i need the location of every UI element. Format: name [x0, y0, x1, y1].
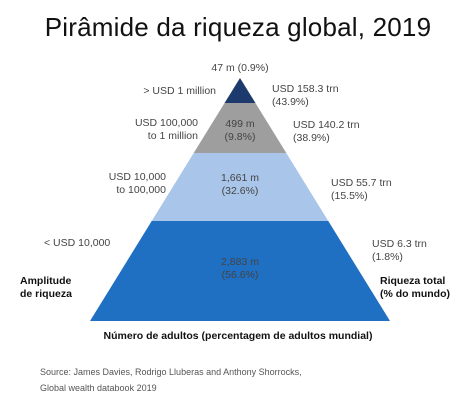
tier-10k-100k-adults: 1,661 m (32.6%)	[221, 172, 259, 197]
tier-100k-1m-adults: 499 m (9.8%)	[224, 118, 256, 143]
range-label-10k-100k: USD 10,000 to 100,000	[108, 171, 166, 196]
wealth-total-100k-1m: USD 140.2 trn (38.9%)	[293, 119, 360, 144]
left-axis-label: Amplitude de riqueza	[20, 275, 72, 300]
tier-10k-100k	[151, 153, 329, 221]
tier-under-10k-adults: 2,883 m (56.6%)	[221, 256, 259, 281]
range-label-under-10k: < USD 10,000	[44, 237, 111, 249]
tier-100k-1m	[193, 103, 287, 153]
wealth-total-10k-100k: USD 55.7 trn (15.5%)	[331, 177, 392, 202]
range-label-100k-1m: USD 100,000 to 1 million	[134, 117, 198, 142]
wealth-total-over-1m: USD 158.3 trn (43.9%)	[272, 83, 339, 108]
wealth-total-under-10k: USD 6.3 trn (1.8%)	[372, 238, 427, 263]
chart-title: Pirâmide da riqueza global, 2019	[44, 12, 432, 42]
tier-over-1m	[224, 78, 256, 103]
bottom-axis-label: Número de adultos (percentagem de adulto…	[103, 330, 373, 342]
tier-over-1m-adults: 47 m (0.9%)	[211, 62, 269, 74]
tier-under-10k	[90, 221, 390, 321]
right-axis-label: Riqueza total (% do mundo)	[380, 275, 450, 300]
range-label-over-1m: > USD 1 million	[143, 85, 216, 97]
source-note: Source: James Davies, Rodrigo Lluberas a…	[40, 367, 302, 393]
